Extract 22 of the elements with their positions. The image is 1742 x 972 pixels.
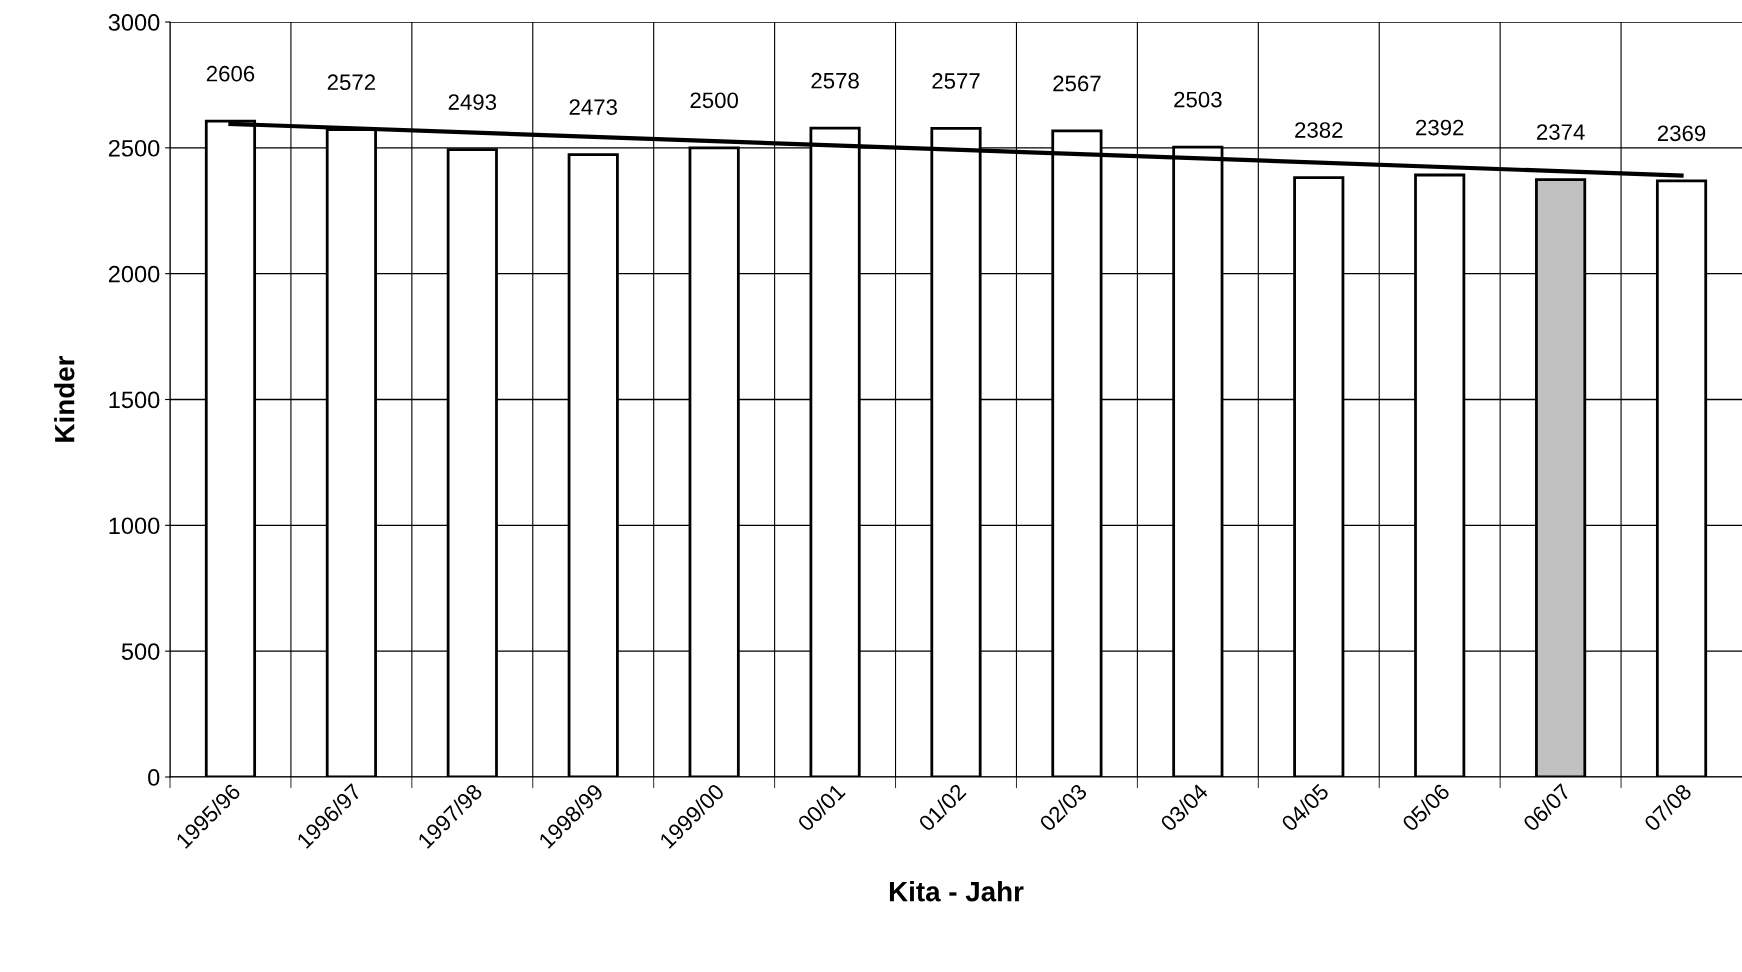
x-axis-title: Kita - Jahr: [889, 881, 1024, 902]
data-label: 2369: [1657, 125, 1706, 142]
y-tick-label: 500: [121, 643, 160, 660]
data-label: 2493: [448, 94, 497, 110]
data-label: 2382: [1295, 122, 1343, 138]
y-tick-label: 1500: [109, 391, 160, 409]
data-label: 2567: [1053, 75, 1101, 92]
data-label: 2503: [1174, 91, 1222, 108]
y-tick-label: 2000: [108, 265, 160, 283]
data-label: 2578: [811, 72, 859, 89]
data-label: 2473: [569, 99, 617, 115]
data-label: 2572: [327, 74, 375, 91]
data-label: 2577: [932, 73, 980, 89]
data-label: 2392: [1416, 119, 1464, 136]
y-tick-label: 0: [148, 769, 160, 786]
data-label: 2500: [690, 92, 739, 109]
y-tick-label: 2500: [108, 139, 160, 157]
y-tick-label: 3000: [108, 14, 160, 31]
data-label: 2374: [1537, 124, 1585, 140]
data-label: 2606: [206, 65, 255, 82]
y-axis-title: Kinder: [54, 355, 75, 442]
y-tick-label: 1000: [109, 517, 160, 535]
